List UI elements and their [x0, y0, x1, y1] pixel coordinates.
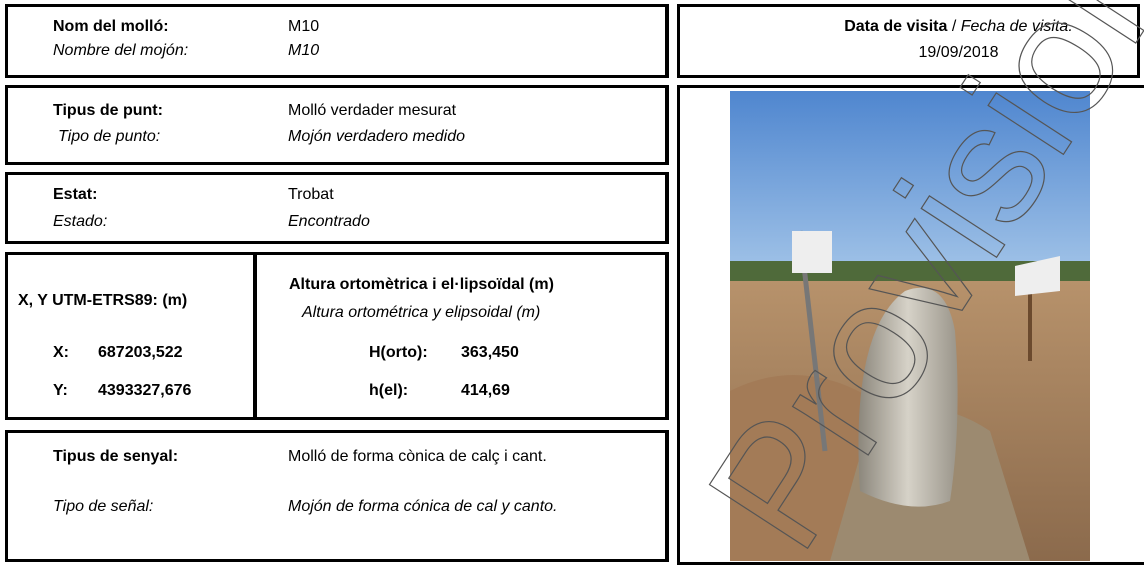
value: Trobat — [288, 186, 334, 203]
label: Estat: — [53, 186, 98, 203]
label: Altura ortométrica y elipsoidal (m) — [302, 304, 541, 321]
photo-box — [677, 85, 1144, 565]
label: Nom del molló: — [53, 18, 169, 35]
height-box: Altura ortomètrica i el·lipsoïdal (m) Al… — [254, 252, 669, 420]
value: 4393327,676 — [98, 382, 192, 399]
value: Encontrado — [288, 213, 370, 230]
name-box: Nom del molló: Nombre del mojón: M10 M10 — [5, 4, 669, 78]
visit-box: Data de visita / Fecha de visita. 19/09/… — [677, 4, 1140, 78]
value: Mojón de forma cónica de cal y canto. — [288, 498, 558, 515]
value: Molló verdader mesurat — [288, 102, 457, 119]
label: h(el): — [369, 382, 409, 399]
label: Estado: — [53, 213, 108, 230]
label: Tipus de punt: — [53, 102, 163, 119]
value: Molló de forma cònica de calç i cant. — [288, 448, 547, 465]
label: Y: — [53, 382, 68, 399]
value: 687203,522 — [98, 344, 183, 361]
label: H(orto): — [369, 344, 428, 361]
label: Nombre del mojón: — [53, 42, 189, 59]
status-box: Estat: Estado: Trobat Encontrado — [5, 172, 669, 244]
value: 363,450 — [461, 344, 519, 361]
label: Altura ortomètrica i el·lipsoïdal (m) — [289, 276, 554, 293]
label: Tipus de senyal: — [53, 448, 179, 465]
label: Tipo de señal: — [53, 498, 154, 515]
label: X: — [53, 344, 69, 361]
label: Fecha de visita. — [960, 18, 1073, 35]
point-type-box: Tipus de punt: Tipo de punto: Molló verd… — [5, 85, 669, 165]
label: Tipo de punto: — [58, 128, 161, 145]
visit-heading: Data de visita / Fecha de visita. — [680, 17, 1137, 36]
value: 414,69 — [461, 382, 510, 399]
date: 19/09/2018 — [918, 44, 999, 61]
value: Mojón verdadero medido — [288, 128, 465, 145]
photo — [730, 91, 1090, 561]
xy-box: X, Y UTM-ETRS89: (m) X: 687203,522 Y: 43… — [5, 252, 257, 420]
separator: / — [951, 18, 957, 35]
label: Data de visita — [844, 18, 948, 35]
value: M10 — [288, 42, 320, 59]
value: M10 — [288, 18, 320, 35]
label: X, Y UTM-ETRS89: (m) — [18, 292, 188, 309]
signal-box: Tipus de senyal: Tipo de señal: Molló de… — [5, 430, 669, 562]
